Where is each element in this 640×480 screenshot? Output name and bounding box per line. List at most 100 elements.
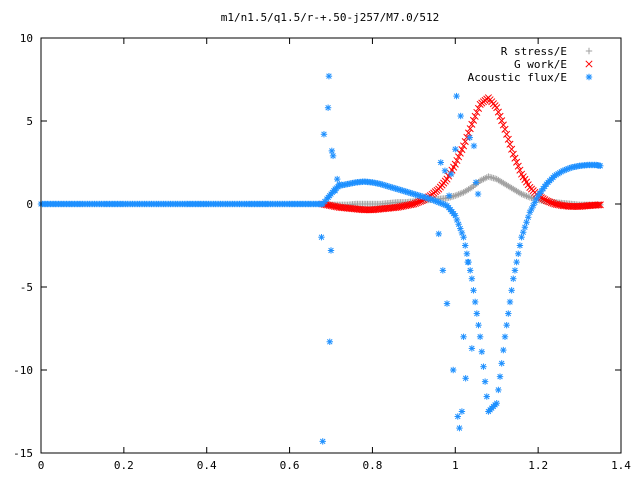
data-point: [462, 375, 469, 382]
series-g-work-e: [319, 94, 604, 214]
y-tick-label: 10: [20, 32, 33, 45]
data-point: [501, 333, 509, 340]
data-point: [514, 162, 522, 170]
data-point: [320, 131, 328, 138]
y-tick-label: -10: [13, 364, 33, 377]
data-point: [435, 230, 442, 238]
data-point: [460, 333, 467, 340]
data-point: [328, 147, 336, 155]
data-point: [450, 366, 457, 374]
y-tick-label: -5: [20, 281, 33, 294]
data-point: [324, 104, 332, 111]
data-point: [508, 287, 515, 294]
data-point: [473, 310, 481, 317]
data-point: [474, 190, 482, 198]
data-point: [463, 250, 471, 257]
data-point: [478, 348, 485, 355]
data-point: [494, 108, 502, 116]
data-point: [468, 345, 476, 352]
data-point: [439, 267, 447, 274]
data-point: [441, 167, 449, 174]
data-point: [473, 108, 481, 116]
data-point: [503, 130, 511, 138]
data-point: [520, 229, 527, 236]
data-point: [505, 310, 512, 317]
data-point: [510, 275, 517, 282]
data-point: [471, 298, 479, 306]
data-point: [325, 72, 333, 80]
data-point: [504, 135, 512, 143]
data-point: [329, 152, 337, 160]
data-point: [480, 363, 487, 370]
data-point: [457, 112, 464, 120]
data-point: [466, 134, 473, 141]
data-point: [468, 275, 476, 282]
data-point: [469, 116, 478, 124]
data-point: [466, 125, 474, 133]
legend-label: Acoustic flux/E: [468, 71, 567, 84]
x-tick-label: 0.8: [362, 459, 382, 472]
data-point: [481, 378, 489, 385]
data-point: [456, 424, 463, 432]
data-point: [472, 179, 480, 186]
data-point: [518, 234, 525, 241]
data-point: [458, 408, 466, 415]
y-tick-label: 5: [26, 115, 33, 128]
data-point: [596, 201, 604, 209]
data-point: [595, 201, 603, 209]
data-point: [500, 346, 507, 354]
series-acoustic-flux-e-scattered: [318, 72, 482, 445]
data-point: [318, 234, 325, 241]
data-point: [493, 400, 500, 407]
data-point: [455, 153, 463, 161]
data-point: [506, 298, 514, 306]
data-point: [456, 149, 464, 157]
data-point: [460, 142, 468, 150]
x-tick-label: 0: [38, 459, 45, 472]
x-tick-label: 1: [452, 459, 459, 472]
data-point: [513, 158, 521, 166]
data-point: [470, 287, 477, 294]
legend-marker: [585, 73, 593, 81]
data-point: [495, 386, 502, 394]
data-point: [475, 321, 482, 329]
data-point: [336, 180, 343, 188]
data-point: [470, 142, 478, 150]
data-point: [511, 267, 519, 274]
data-point: [506, 140, 514, 148]
data-point: [454, 413, 461, 420]
data-point: [483, 393, 490, 400]
data-point: [319, 438, 326, 445]
data-point: [513, 258, 520, 266]
legend-marker: [585, 60, 593, 68]
legend-label: G work/E: [514, 58, 567, 71]
x-tick-label: 0.2: [114, 459, 134, 472]
data-point: [593, 201, 601, 209]
data-point: [523, 219, 530, 226]
data-point: [521, 224, 529, 231]
data-point: [516, 166, 524, 174]
data-point: [327, 247, 335, 254]
data-point: [509, 150, 517, 158]
data-point: [331, 187, 339, 194]
data-point: [498, 360, 505, 367]
data-point: [476, 333, 484, 340]
data-point: [443, 300, 451, 307]
data-point: [334, 175, 341, 183]
data-point: [458, 229, 466, 237]
data-point: [462, 242, 469, 249]
data-point: [493, 104, 501, 112]
data-point: [464, 129, 473, 137]
chart-title: m1/n1.5/q1.5/r-+.50-j257/M7.0/512: [221, 11, 440, 24]
x-tick-label: 0.4: [197, 459, 217, 472]
data-point: [460, 234, 467, 241]
data-point: [437, 159, 444, 166]
x-tick-label: 0.6: [280, 459, 300, 472]
data-point: [525, 214, 532, 221]
data-point: [503, 321, 510, 329]
data-point: [498, 117, 506, 125]
data-point: [326, 338, 333, 345]
